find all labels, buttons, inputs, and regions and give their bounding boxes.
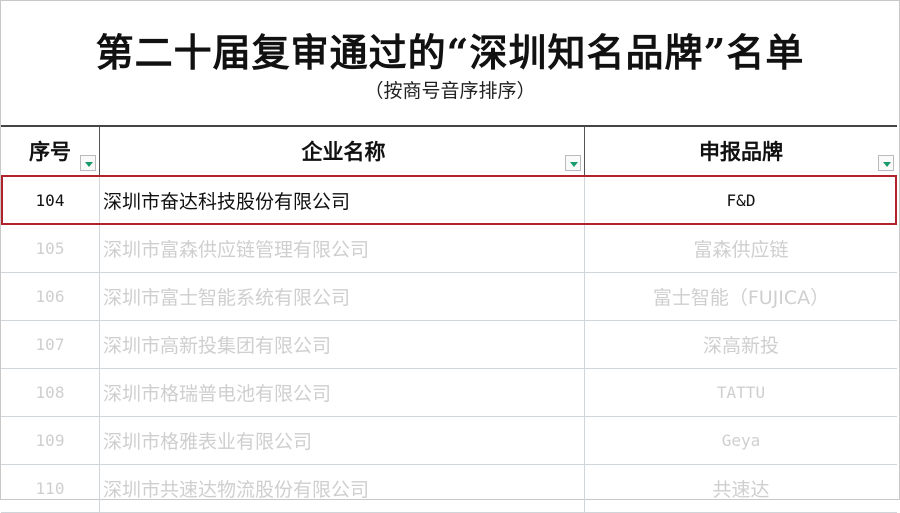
row-brand: 深高新投 (702, 334, 779, 357)
row-brand: F&D (726, 190, 756, 210)
row-brand: 富士智能（FUJICA） (652, 286, 830, 309)
row-company: 深圳市奋达科技股份有限公司 (100, 176, 585, 224)
table-header: 序号 企业名称 申报品牌 (1, 127, 897, 176)
filter-dropdown-icon[interactable] (565, 155, 581, 171)
row-company: 深圳市高新投集团有限公司 (100, 320, 585, 368)
row-company: 深圳市格雅表业有限公司 (100, 416, 585, 464)
filter-dropdown-icon[interactable] (80, 155, 96, 171)
row-no: 104 (1, 176, 100, 224)
table-row[interactable]: 110 深圳市共速达物流股份有限公司 共速达 (1, 464, 897, 513)
table-row[interactable]: 104 深圳市奋达科技股份有限公司 F&D (1, 176, 897, 225)
row-no: 107 (1, 320, 100, 368)
table-row[interactable]: 109 深圳市格雅表业有限公司 Geya (1, 416, 897, 465)
header-company: 企业名称 (100, 127, 585, 175)
header-brand: 申报品牌 (585, 127, 897, 175)
row-company: 深圳市共速达物流股份有限公司 (100, 464, 585, 512)
row-company: 深圳市富森供应链管理有限公司 (100, 224, 585, 272)
row-brand: TATTU (716, 382, 766, 402)
row-brand: 富森供应链 (693, 238, 789, 261)
row-no: 109 (1, 416, 100, 464)
filter-dropdown-icon[interactable] (878, 155, 894, 171)
brand-table: 序号 企业名称 申报品牌 104 深圳市奋达科技股份有限公司 F&D 105 深圳市富森… (1, 125, 897, 513)
row-no: 108 (1, 368, 100, 416)
row-no: 106 (1, 272, 100, 320)
row-company: 深圳市富士智能系统有限公司 (100, 272, 585, 320)
row-no: 110 (1, 464, 100, 512)
table-row[interactable]: 107 深圳市高新投集团有限公司 深高新投 (1, 320, 897, 369)
table-row[interactable]: 108 深圳市格瑞普电池有限公司 TATTU (1, 368, 897, 417)
row-brand: Geya (721, 430, 761, 450)
row-no: 105 (1, 224, 100, 272)
header-no: 序号 (1, 127, 100, 175)
page-subtitle: （按商号音序排序） (364, 80, 536, 102)
row-brand: 共速达 (712, 478, 770, 501)
table-row[interactable]: 106 深圳市富士智能系统有限公司 富士智能（FUJICA） (1, 272, 897, 321)
page-title: 第二十届复审通过的“深圳知名品牌”名单 (95, 30, 805, 75)
table-row[interactable]: 105 深圳市富森供应链管理有限公司 富森供应链 (1, 224, 897, 273)
row-company: 深圳市格瑞普电池有限公司 (100, 368, 585, 416)
